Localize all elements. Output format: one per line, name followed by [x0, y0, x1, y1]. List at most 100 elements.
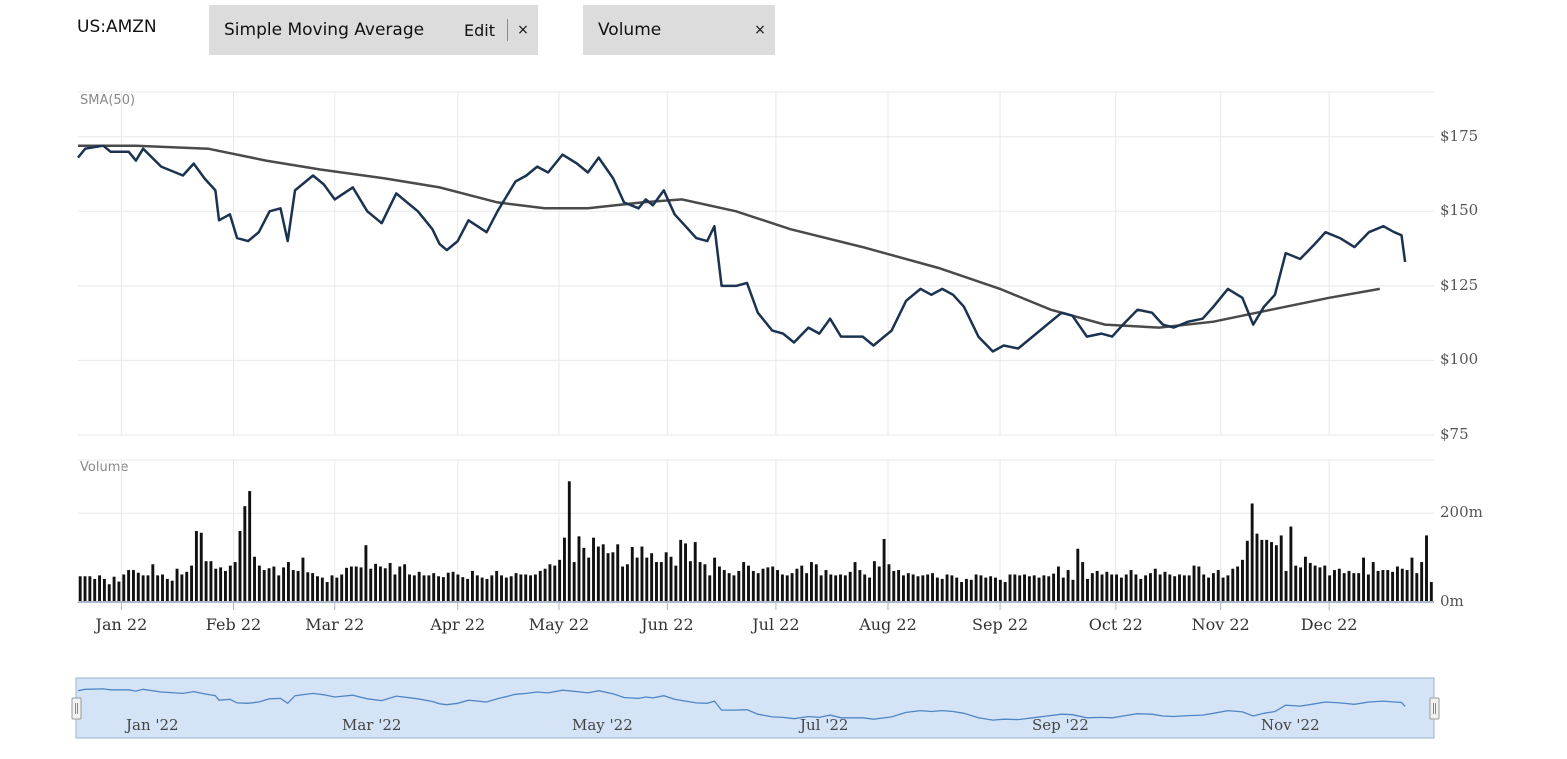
sma-chip-label: Simple Moving Average: [224, 20, 425, 40]
volume-bar: [558, 559, 562, 602]
volume-bar: [1265, 539, 1269, 602]
volume-bar: [1221, 577, 1225, 602]
volume-bar: [577, 536, 581, 602]
volume-bar: [277, 575, 281, 602]
volume-bar: [596, 546, 600, 602]
volume-bar: [1410, 557, 1414, 602]
volume-bar: [190, 565, 194, 602]
volume-bar: [1042, 575, 1046, 602]
volume-bar: [761, 568, 765, 602]
volume-bar: [553, 565, 557, 602]
grip-handle-icon[interactable]: [1429, 697, 1440, 720]
volume-bar: [335, 577, 339, 602]
volume-bar: [1013, 574, 1017, 602]
volume-bar: [470, 570, 474, 602]
volume-bar: [485, 578, 489, 602]
volume-bar: [1202, 574, 1206, 602]
volume-bar: [640, 546, 644, 602]
volume-bar: [538, 570, 542, 602]
volume-bar: [1226, 575, 1230, 602]
volume-bar: [378, 566, 382, 602]
volume-bar: [1182, 575, 1186, 602]
remove-volume-close-icon[interactable]: ×: [754, 22, 766, 38]
volume-bar: [1333, 570, 1336, 602]
volume-bar: [892, 570, 896, 602]
ticker-symbol: US:AMZN: [77, 17, 157, 37]
volume-bar: [1207, 577, 1211, 602]
volume-bar: [969, 579, 973, 602]
volume-bar: [669, 556, 673, 602]
volume-bar: [1313, 565, 1317, 602]
volume-bar: [1052, 573, 1056, 602]
volume-bar: [780, 574, 784, 602]
remove-sma-close-icon[interactable]: ×: [517, 22, 529, 38]
volume-indicator-chip[interactable]: Volume ×: [583, 5, 775, 55]
volume-bar: [233, 562, 237, 602]
volume-bar: [1139, 578, 1143, 602]
volume-bar: [1308, 562, 1312, 602]
volume-bar: [1178, 574, 1181, 602]
volume-bar: [872, 561, 876, 602]
volume-bar: [1076, 548, 1080, 602]
volume-bar: [306, 572, 310, 602]
volume-bar: [311, 573, 315, 602]
price-line: [77, 144, 1407, 353]
volume-bar: [170, 580, 174, 602]
x-tick-label: Oct 22: [1088, 615, 1143, 634]
grip-handle-icon[interactable]: [71, 697, 82, 720]
sma-indicator-chip[interactable]: Simple Moving Average Edit ×: [209, 5, 538, 55]
volume-bar: [1115, 574, 1119, 602]
volume-bar: [180, 574, 184, 602]
volume-bar: [495, 570, 499, 602]
navigator-label: Mar '22: [342, 716, 402, 734]
volume-bar: [500, 575, 503, 602]
volume-bar: [1173, 576, 1177, 602]
volume-bar: [204, 561, 208, 602]
volume-bar: [940, 578, 944, 602]
volume-bar: [994, 577, 997, 602]
volume-bar: [1386, 570, 1390, 602]
volume-bar: [955, 577, 959, 602]
volume-bar: [834, 575, 838, 602]
x-tick-label: Feb 22: [205, 615, 262, 634]
navigator-label: Jul '22: [800, 716, 849, 734]
volume-bar: [243, 506, 247, 602]
volume-bar: [611, 552, 615, 602]
volume-bar: [1381, 570, 1385, 602]
edit-indicator-button[interactable]: Edit: [464, 20, 495, 40]
x-tick-label: Mar 22: [305, 615, 365, 634]
price-y-tick-label: $150: [1440, 201, 1479, 220]
volume-bar: [664, 552, 668, 602]
volume-bar: [262, 570, 266, 602]
volume-bar: [1425, 535, 1428, 602]
volume-bar: [606, 553, 610, 602]
volume-bar: [354, 566, 358, 602]
volume-bar: [785, 575, 789, 602]
volume-bar: [921, 575, 925, 602]
volume-bar: [1061, 577, 1065, 602]
volume-bar: [1342, 573, 1346, 602]
volume-bar: [301, 557, 305, 602]
volume-bar: [809, 562, 813, 602]
volume-bar: [475, 575, 479, 602]
volume-bar: [1056, 566, 1060, 602]
volume-bar: [848, 571, 852, 602]
x-tick-label: Aug 22: [859, 615, 917, 634]
volume-bar: [650, 553, 654, 602]
volume-bar: [98, 575, 102, 602]
volume-bar: [161, 574, 164, 602]
volume-bar: [122, 574, 126, 602]
volume-bar: [146, 575, 150, 602]
volume-bar: [1148, 573, 1152, 602]
volume-bar: [340, 574, 344, 602]
volume-bar: [882, 538, 886, 602]
volume-bar: [248, 491, 252, 602]
volume-bar: [1003, 582, 1007, 602]
volume-bar: [1081, 562, 1085, 602]
volume-bar: [1192, 565, 1196, 602]
volume-bar: [819, 575, 823, 602]
volume-bar: [563, 537, 566, 602]
volume-bar: [601, 544, 605, 602]
volume-bar: [1429, 582, 1433, 602]
